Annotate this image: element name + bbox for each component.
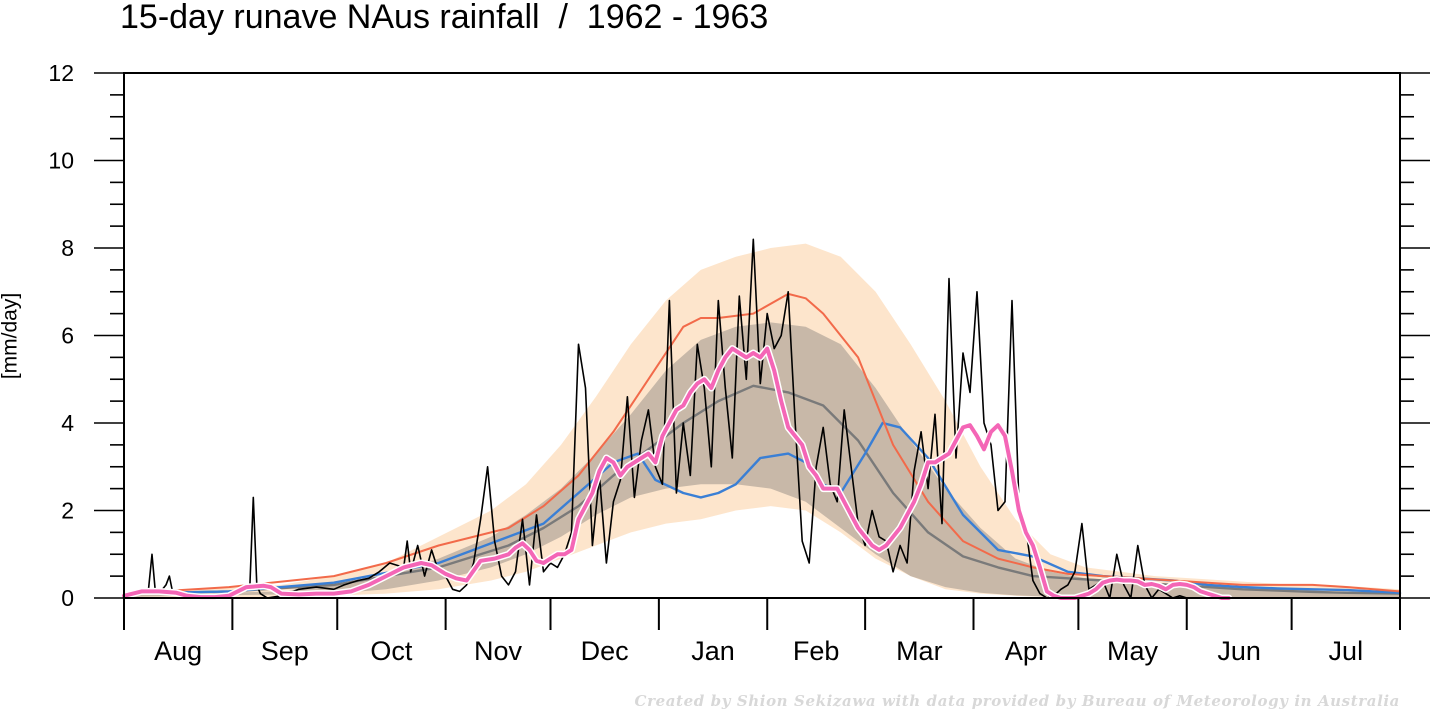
x-month-label: Jan [691, 636, 735, 666]
x-month-label: Jul [1329, 636, 1364, 666]
y-tick-label: 8 [61, 235, 74, 261]
x-month-label: Sep [261, 636, 309, 666]
y-axis-label: [mm/day] [0, 292, 22, 380]
x-month-label: Nov [474, 636, 523, 666]
x-month-label: Jun [1217, 636, 1261, 666]
y-tick-label: 2 [61, 498, 74, 524]
y-tick-label: 10 [48, 148, 74, 174]
inner-percentile-band [124, 322, 1400, 598]
axes: 0 2 4 6 8 10 12 Aug Sep Oct Nov Dec Jan Feb Mar Apr May J… [48, 60, 1430, 666]
chart-title: 15-day runave NAus rainfall / 1962 - 196… [120, 0, 769, 36]
y-tick-label: 12 [48, 60, 74, 86]
x-month-label: May [1107, 636, 1159, 666]
x-month-label: Dec [581, 636, 629, 666]
y-tick-label: 6 [61, 323, 74, 349]
credit-footer: Created by Shion Sekizawa with data prov… [634, 692, 1400, 710]
climatology-bands [124, 243, 1400, 598]
x-month-label: Aug [154, 636, 202, 666]
x-month-label: Apr [1005, 636, 1047, 666]
x-month-label: Feb [793, 636, 840, 666]
series-line-daily [123, 238, 1209, 599]
y-tick-label: 0 [61, 585, 74, 611]
x-month-label: Mar [896, 636, 943, 666]
y-tick-label: 4 [61, 410, 74, 436]
x-month-label: Oct [370, 636, 413, 666]
series-line-upper [123, 292, 1401, 595]
